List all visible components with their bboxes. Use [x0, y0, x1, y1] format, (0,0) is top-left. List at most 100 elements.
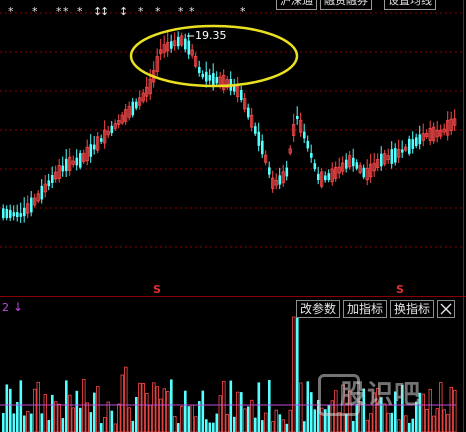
volume-bar: [82, 379, 86, 432]
candle-body: [439, 129, 443, 137]
volume-bar: [415, 401, 418, 432]
event-marker[interactable]: *: [178, 5, 184, 18]
candle-body: [453, 118, 457, 126]
volume-bar: [352, 420, 355, 432]
candle-body: [411, 139, 415, 149]
volume-bar: [177, 423, 180, 432]
event-marker[interactable]: ↕: [93, 5, 103, 18]
candle-body: [110, 125, 114, 134]
event-marker[interactable]: ↕: [119, 5, 129, 18]
candle-body: [166, 42, 170, 52]
volume-bar: [432, 415, 436, 432]
candle-body: [184, 38, 187, 50]
volume-bar: [439, 382, 443, 432]
volume-bar: [264, 412, 268, 432]
candle-body: [96, 136, 100, 151]
candle-body: [131, 101, 135, 116]
candle-body: [274, 179, 278, 186]
volume-bar: [43, 394, 47, 432]
candle-body: [313, 163, 317, 170]
volume-bar: [75, 390, 79, 432]
event-marker[interactable]: *: [189, 5, 195, 18]
event-marker[interactable]: *: [63, 5, 69, 18]
volume-bar: [19, 380, 23, 432]
volume-bar: [292, 316, 296, 432]
volume-bar: [428, 388, 432, 432]
candle-body: [394, 148, 397, 163]
candle-body: [47, 180, 51, 187]
candle-body: [57, 165, 61, 179]
event-marker[interactable]: *: [32, 5, 38, 18]
volume-bar: [208, 422, 212, 432]
candle-body: [432, 126, 436, 142]
close-icon[interactable]: [437, 300, 455, 318]
candle-body: [26, 203, 30, 214]
candle-body: [40, 185, 44, 200]
volume-bar: [394, 391, 397, 432]
candle-body: [212, 73, 215, 85]
candle-body: [170, 41, 173, 49]
event-marker[interactable]: *: [138, 5, 144, 18]
volume-bar: [106, 401, 110, 432]
candle-body: [159, 49, 163, 55]
volume-bar: [65, 380, 68, 432]
candle-body: [383, 153, 387, 165]
candle-body: [352, 157, 355, 167]
candle-body: [271, 177, 275, 189]
volume-bar: [117, 403, 121, 432]
candle-body: [162, 44, 166, 53]
volume-bar: [299, 382, 303, 432]
add-indicator-button[interactable]: 加指标: [343, 300, 388, 318]
volume-bar: [390, 412, 394, 432]
volume-bar: [89, 412, 93, 432]
candle-body: [100, 138, 103, 142]
volume-bar: [23, 415, 26, 432]
candle-body: [310, 153, 313, 158]
volume-bar: [449, 386, 453, 432]
watermark-text: 股识吧: [340, 380, 422, 410]
event-marker[interactable]: *: [77, 5, 83, 18]
volume-bar: [369, 413, 373, 432]
event-marker[interactable]: *: [240, 5, 246, 18]
candle-body: [177, 36, 180, 47]
volume-bar: [345, 413, 348, 432]
candle-body: [124, 109, 128, 122]
indicator-arrow-icon[interactable]: ↓: [13, 300, 24, 314]
candle-body: [296, 115, 299, 120]
volume-bar: [71, 407, 75, 432]
volume-bar: [127, 407, 131, 432]
candle-body: [442, 128, 446, 133]
set-ma-button[interactable]: 设置均线: [384, 0, 436, 10]
volume-bar: [93, 392, 96, 432]
volume-bar: [79, 407, 82, 432]
candle-body: [155, 56, 159, 72]
candle-body: [397, 149, 401, 158]
change-params-button[interactable]: 改参数: [296, 300, 341, 318]
volume-bar: [190, 404, 194, 432]
volume-bar: [240, 392, 243, 432]
volume-bar: [222, 381, 226, 432]
volume-bar: [170, 379, 173, 432]
volume-bar: [205, 419, 208, 432]
candle-body: [345, 159, 348, 169]
candle-body: [390, 149, 394, 164]
switch-indicator-button[interactable]: 换指标: [390, 300, 435, 318]
panel-separator: [0, 296, 466, 297]
volume-bar: [47, 419, 51, 432]
volume-bar: [9, 388, 12, 432]
candle-body: [358, 165, 362, 173]
event-marker[interactable]: *: [155, 5, 161, 18]
volume-bar: [320, 407, 324, 432]
hsgt-button[interactable]: 沪深通: [276, 0, 317, 10]
volume-bar: [33, 388, 37, 432]
event-marker[interactable]: ↕: [100, 5, 110, 18]
volume-bar: [324, 409, 327, 432]
candle-body: [113, 123, 117, 129]
margin-trading-button[interactable]: 融资融券: [320, 0, 372, 10]
volume-bar: [404, 415, 408, 432]
event-marker[interactable]: *: [56, 5, 62, 18]
event-marker[interactable]: *: [8, 5, 14, 18]
volume-bar: [268, 380, 271, 432]
candle-body: [236, 85, 240, 98]
